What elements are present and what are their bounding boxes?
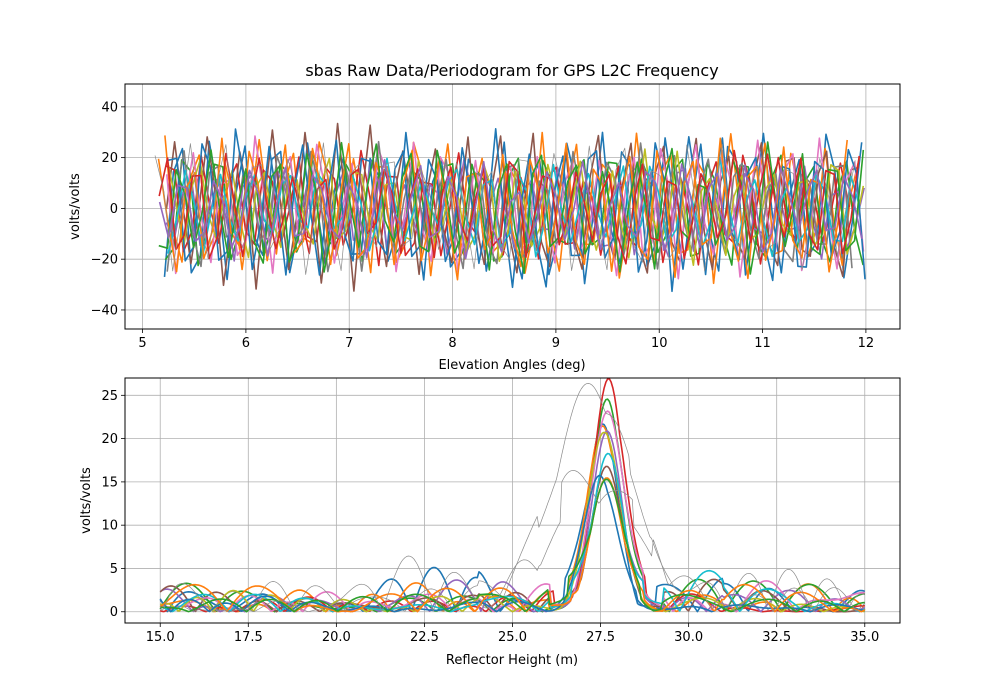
x-tick-label: 17.5	[234, 630, 263, 645]
x-tick-label: 6	[242, 336, 250, 351]
periodogram-series-line	[159, 423, 866, 613]
x-tick-label: 11	[754, 336, 771, 351]
periodogram-series-line	[160, 452, 866, 613]
x-tick-label: 15.0	[146, 630, 175, 645]
bottom-series-group	[159, 378, 866, 613]
x-tick-label: 30.0	[674, 630, 703, 645]
periodogram-series-line	[159, 383, 865, 613]
x-tick-label: 9	[552, 336, 560, 351]
x-tick-label: 10	[651, 336, 668, 351]
y-tick-label: 0	[110, 605, 118, 620]
periodogram-series-line	[160, 410, 865, 613]
y-tick-label: 0	[110, 202, 118, 217]
x-tick-label: 32.5	[762, 630, 791, 645]
y-tick-label: 40	[101, 100, 118, 115]
y-tick-label: 25	[101, 389, 118, 404]
chart-title: sbas Raw Data/Periodogram for GPS L2C Fr…	[305, 61, 718, 80]
x-tick-label: 35.0	[850, 630, 879, 645]
top-x-axis-label: Elevation Angles (deg)	[438, 358, 585, 373]
raw-data-series-line	[158, 158, 863, 260]
periodogram-series-line	[159, 477, 866, 613]
x-tick-label: 22.5	[410, 630, 439, 645]
raw-data-series-line	[154, 142, 856, 275]
y-tick-label: 20	[101, 151, 118, 166]
raw-data-series-line	[165, 122, 860, 292]
periodogram-series-line	[159, 470, 866, 613]
bottom-y-axis-label: volts/volts	[79, 467, 94, 534]
y-tick-label: 20	[101, 432, 118, 447]
x-tick-label: 27.5	[586, 630, 615, 645]
raw-data-series-line	[158, 149, 860, 265]
x-tick-label: 20.0	[322, 630, 351, 645]
bottom-ticks: 15.0 17.5 20.0 22.5 25.0 27.5 30.0 32.5 35.0 0 5 10…	[101, 389, 879, 645]
top-ticks: 5 6 7 8 9 10 11 12 −40 −20 0 20 40	[91, 100, 875, 351]
x-tick-label: 7	[345, 336, 353, 351]
raw-data-series-line	[158, 141, 865, 275]
top-series-group	[154, 122, 866, 293]
y-tick-label: −20	[91, 253, 118, 268]
x-tick-label: 12	[858, 336, 875, 351]
y-tick-label: −40	[91, 303, 118, 318]
y-tick-label: 10	[101, 519, 118, 534]
top-axes-frame	[124, 83, 901, 330]
y-tick-label: 15	[101, 475, 118, 490]
bottom-axes: 15.0 17.5 20.0 22.5 25.0 27.5 30.0 32.5 35.0 0 5 10…	[79, 377, 901, 668]
y-tick-label: 5	[110, 562, 118, 577]
top-y-axis-label: volts/volts	[68, 173, 83, 240]
top-axes: 5 6 7 8 9 10 11 12 −40 −20 0 20 40 Elevation Angles …	[68, 83, 901, 373]
x-tick-label: 5	[138, 336, 146, 351]
x-tick-label: 25.0	[498, 630, 527, 645]
x-tick-label: 8	[448, 336, 456, 351]
bottom-x-axis-label: Reflector Height (m)	[446, 653, 578, 668]
